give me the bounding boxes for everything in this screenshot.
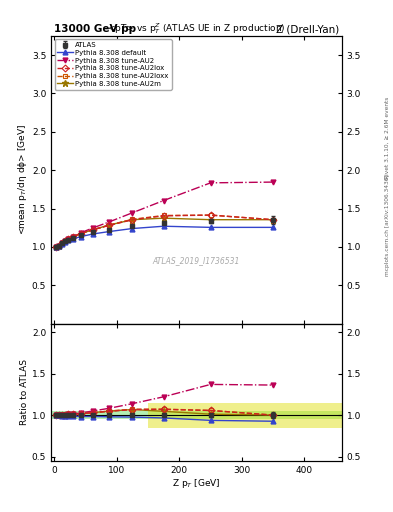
Text: 13000 GeV pp: 13000 GeV pp [54, 25, 136, 34]
Pythia 8.308 default [57, 243, 61, 249]
Pythia 8.308 tune-AU2loxx [60, 241, 64, 247]
Pythia 8.308 tune-AU2 [71, 233, 75, 240]
X-axis label: Z p$_{T}$ [GeV]: Z p$_{T}$ [GeV] [172, 477, 221, 490]
Pythia 8.308 tune-AU2lox [63, 238, 68, 244]
Pythia 8.308 tune-AU2 [66, 236, 71, 242]
Pythia 8.308 tune-AU2m [71, 233, 75, 240]
Pythia 8.308 tune-AU2lox [107, 222, 111, 228]
Pythia 8.308 tune-AU2lox [57, 243, 61, 249]
Pythia 8.308 default [208, 224, 213, 230]
Line: Pythia 8.308 tune-AU2m: Pythia 8.308 tune-AU2m [53, 215, 276, 250]
Title: <pT> vs p$_T^Z$ (ATLAS UE in Z production): <pT> vs p$_T^Z$ (ATLAS UE in Z productio… [107, 21, 286, 36]
Pythia 8.308 tune-AU2loxx [66, 236, 71, 242]
Pythia 8.308 tune-AU2loxx [91, 227, 95, 233]
Pythia 8.308 tune-AU2loxx [130, 216, 135, 222]
Pythia 8.308 default [53, 244, 58, 250]
Pythia 8.308 tune-AU2m [66, 236, 71, 242]
Pythia 8.308 tune-AU2 [63, 238, 68, 244]
Pythia 8.308 tune-AU2m [161, 215, 166, 221]
Pythia 8.308 tune-AU2 [60, 241, 64, 247]
Pythia 8.308 default [71, 236, 75, 242]
Pythia 8.308 tune-AU2m [107, 222, 111, 228]
Text: mcplots.cern.ch [arXiv:1306.3436]: mcplots.cern.ch [arXiv:1306.3436] [385, 175, 389, 276]
Pythia 8.308 tune-AU2loxx [161, 212, 166, 219]
Pythia 8.308 tune-AU2loxx [63, 238, 68, 244]
Pythia 8.308 default [91, 231, 95, 237]
Pythia 8.308 tune-AU2loxx [53, 244, 58, 250]
Text: Z (Drell-Yan): Z (Drell-Yan) [276, 25, 339, 34]
Pythia 8.308 tune-AU2loxx [79, 230, 83, 237]
Pythia 8.308 tune-AU2m [208, 217, 213, 223]
Pythia 8.308 tune-AU2 [107, 219, 111, 225]
Pythia 8.308 tune-AU2m [130, 217, 135, 223]
Pythia 8.308 tune-AU2lox [79, 230, 83, 237]
Pythia 8.308 tune-AU2lox [208, 212, 213, 218]
Pythia 8.308 tune-AU2m [91, 227, 95, 233]
Pythia 8.308 default [130, 225, 135, 231]
Pythia 8.308 tune-AU2lox [71, 233, 75, 240]
Pythia 8.308 tune-AU2m [271, 217, 275, 223]
Pythia 8.308 tune-AU2m [57, 243, 61, 249]
Pythia 8.308 default [60, 241, 64, 247]
Pythia 8.308 tune-AU2m [60, 241, 64, 247]
Pythia 8.308 default [63, 239, 68, 245]
Pythia 8.308 default [79, 233, 83, 240]
Pythia 8.308 tune-AU2lox [271, 217, 275, 223]
Pythia 8.308 tune-AU2m [79, 230, 83, 237]
Pythia 8.308 tune-AU2lox [130, 217, 135, 223]
Pythia 8.308 tune-AU2loxx [271, 217, 275, 223]
Pythia 8.308 tune-AU2m [63, 238, 68, 244]
Line: Pythia 8.308 tune-AU2loxx: Pythia 8.308 tune-AU2loxx [53, 212, 275, 249]
Pythia 8.308 tune-AU2 [161, 198, 166, 204]
Text: Rivet 3.1.10, ≥ 2.6M events: Rivet 3.1.10, ≥ 2.6M events [385, 97, 389, 179]
Pythia 8.308 tune-AU2 [271, 179, 275, 185]
Line: Pythia 8.308 tune-AU2: Pythia 8.308 tune-AU2 [53, 180, 275, 249]
Pythia 8.308 tune-AU2lox [66, 236, 71, 242]
Pythia 8.308 tune-AU2loxx [57, 243, 61, 249]
Pythia 8.308 tune-AU2m [53, 244, 58, 250]
Text: ATLAS_2019_I1736531: ATLAS_2019_I1736531 [153, 256, 240, 265]
Pythia 8.308 tune-AU2lox [53, 244, 58, 250]
Pythia 8.308 tune-AU2loxx [208, 212, 213, 218]
Pythia 8.308 tune-AU2lox [60, 241, 64, 247]
Pythia 8.308 tune-AU2loxx [107, 222, 111, 228]
Pythia 8.308 tune-AU2loxx [71, 233, 75, 240]
Pythia 8.308 tune-AU2 [79, 230, 83, 236]
Pythia 8.308 default [66, 238, 71, 244]
Legend: ATLAS, Pythia 8.308 default, Pythia 8.308 tune-AU2, Pythia 8.308 tune-AU2lox, Py: ATLAS, Pythia 8.308 default, Pythia 8.30… [55, 39, 172, 90]
Pythia 8.308 tune-AU2 [130, 210, 135, 216]
Pythia 8.308 default [161, 223, 166, 229]
Pythia 8.308 tune-AU2 [53, 244, 58, 250]
Y-axis label: <mean p$_{T}$/dη dϕ> [GeV]: <mean p$_{T}$/dη dϕ> [GeV] [16, 124, 29, 236]
Pythia 8.308 tune-AU2lox [91, 227, 95, 233]
Pythia 8.308 tune-AU2lox [161, 213, 166, 219]
Pythia 8.308 tune-AU2 [208, 180, 213, 186]
Pythia 8.308 tune-AU2 [91, 225, 95, 231]
Line: Pythia 8.308 default: Pythia 8.308 default [53, 224, 275, 249]
Pythia 8.308 tune-AU2 [57, 243, 61, 249]
Pythia 8.308 default [107, 228, 111, 234]
Pythia 8.308 default [271, 224, 275, 230]
Line: Pythia 8.308 tune-AU2lox: Pythia 8.308 tune-AU2lox [53, 212, 275, 249]
Y-axis label: Ratio to ATLAS: Ratio to ATLAS [20, 359, 29, 425]
